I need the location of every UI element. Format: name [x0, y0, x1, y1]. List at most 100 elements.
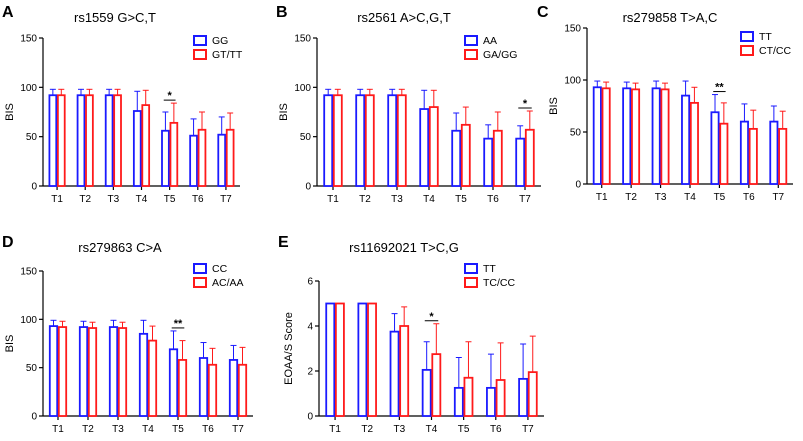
y-tick-label: 6: [307, 277, 313, 288]
bar-ac-aa: [57, 326, 68, 417]
bar-ac-aa: [177, 359, 188, 417]
y-tick-label: 150: [20, 34, 37, 45]
x-tick-label: T4: [684, 192, 696, 203]
y-tick-label: 50: [570, 128, 582, 139]
bar-gt-tt: [169, 121, 179, 187]
y-tick-label: 0: [307, 412, 313, 423]
x-tick-label: T3: [391, 194, 403, 205]
legend-label: GA/GG: [483, 49, 517, 61]
bar-tt: [710, 111, 720, 185]
y-tick-label: 100: [20, 315, 37, 326]
bar-gg: [132, 110, 142, 187]
legend-swatch: [740, 45, 754, 56]
bar-ga-gg: [332, 94, 343, 187]
y-axis-label: BIS: [548, 97, 560, 115]
bar-ac-aa: [87, 327, 98, 417]
x-tick-label: T7: [519, 194, 531, 205]
panel-letter: C: [537, 4, 549, 21]
bar-gt-tt: [56, 94, 66, 187]
bar-aa: [419, 108, 430, 187]
bar-tc-cc: [463, 376, 474, 417]
bar-ct-cc: [601, 87, 611, 185]
bar-gt-tt: [225, 128, 235, 187]
legend-swatch: [464, 35, 478, 46]
legend-swatch: [193, 263, 207, 274]
bar-ga-gg: [428, 106, 439, 187]
panel-letter: B: [276, 4, 288, 21]
bar-gg: [161, 129, 170, 187]
x-tick-label: T2: [625, 192, 637, 203]
bar-ct-cc: [778, 127, 788, 185]
bar-tt: [421, 368, 432, 417]
x-tick-label: T6: [490, 424, 502, 435]
legend-label: TT: [483, 263, 496, 275]
legend-swatch: [193, 49, 207, 60]
panel-letter: E: [278, 234, 289, 251]
y-axis-label: BIS: [4, 103, 16, 121]
x-tick-label: T6: [192, 194, 204, 205]
bar-gt-tt: [197, 128, 207, 187]
x-tick-label: T2: [361, 424, 373, 435]
bar-gg: [104, 94, 114, 187]
bar-cc: [108, 326, 119, 417]
bar-gg: [48, 94, 58, 187]
y-tick-label: 4: [307, 322, 313, 333]
x-tick-label: T6: [202, 424, 214, 435]
x-tick-label: T1: [52, 424, 64, 435]
y-tick-label: 50: [26, 363, 38, 374]
x-tick-label: T5: [458, 424, 470, 435]
chart-title: rs1559 G>C,T: [74, 10, 156, 25]
bar-tt: [486, 386, 496, 417]
bar-ga-gg: [364, 94, 375, 187]
legend-label: TT: [759, 31, 772, 43]
x-tick-label: T1: [51, 194, 63, 205]
x-tick-label: T5: [172, 424, 184, 435]
bar-gg: [189, 134, 198, 187]
x-tick-label: T3: [655, 192, 667, 203]
y-axis-label: BIS: [4, 335, 16, 353]
y-tick-label: 0: [31, 412, 37, 423]
x-tick-label: T5: [164, 194, 176, 205]
bar-tt: [622, 87, 632, 185]
x-tick-label: T7: [522, 424, 534, 435]
bar-ga-gg: [460, 123, 471, 187]
y-tick-label: 100: [564, 76, 581, 87]
legend-label: CT/CC: [759, 45, 791, 57]
bar-aa: [323, 94, 334, 187]
y-tick-label: 0: [305, 182, 311, 193]
legend-label: AC/AA: [212, 277, 244, 289]
bar-gt-tt: [141, 104, 151, 187]
x-tick-label: T5: [455, 194, 467, 205]
y-tick-label: 100: [294, 83, 311, 94]
bar-tt: [651, 87, 661, 185]
significance-marker: **: [715, 82, 724, 94]
bar-aa: [483, 137, 494, 187]
x-tick-label: T4: [423, 194, 435, 205]
x-tick-label: T4: [142, 424, 154, 435]
significance-marker: **: [174, 318, 183, 330]
x-tick-label: T2: [359, 194, 371, 205]
significance-marker: *: [429, 311, 434, 323]
x-tick-label: T3: [112, 424, 124, 435]
bar-cc: [168, 348, 179, 417]
bar-aa: [451, 129, 462, 187]
legend-label: TC/CC: [483, 277, 515, 289]
y-tick-label: 2: [307, 367, 313, 378]
y-tick-label: 50: [300, 132, 312, 143]
significance-marker: *: [523, 98, 528, 110]
bar-tt: [592, 86, 602, 185]
bar-gg: [217, 133, 227, 187]
panel-letter: D: [2, 234, 14, 251]
bar-ct-cc: [719, 122, 729, 185]
x-tick-label: T3: [394, 424, 406, 435]
bar-cc: [138, 332, 149, 417]
y-tick-label: 150: [294, 34, 311, 45]
y-tick-label: 50: [26, 132, 38, 143]
x-tick-label: T3: [108, 194, 120, 205]
chart-title: rs279858 T>A,C: [623, 10, 718, 25]
y-axis-label: BIS: [278, 103, 290, 121]
bar-ac-aa: [147, 339, 158, 417]
